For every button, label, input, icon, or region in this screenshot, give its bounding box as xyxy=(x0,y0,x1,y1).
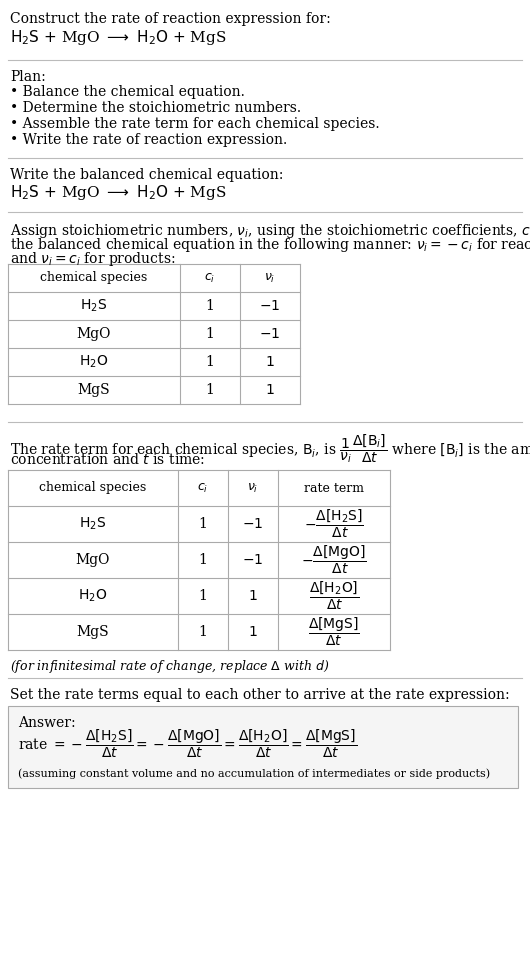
Text: 1: 1 xyxy=(199,553,207,567)
Text: $\dfrac{\Delta[\mathrm{H_2O}]}{\Delta t}$: $\dfrac{\Delta[\mathrm{H_2O}]}{\Delta t}… xyxy=(309,580,359,612)
Text: 1: 1 xyxy=(206,383,215,397)
Text: 1: 1 xyxy=(199,517,207,531)
Text: 1: 1 xyxy=(266,355,275,369)
Text: 1: 1 xyxy=(199,589,207,603)
Text: 1: 1 xyxy=(206,299,215,313)
Text: $\nu_i$: $\nu_i$ xyxy=(248,481,259,495)
Text: MgO: MgO xyxy=(76,553,110,567)
Text: $c_i$: $c_i$ xyxy=(197,481,209,495)
Text: • Determine the stoichiometric numbers.: • Determine the stoichiometric numbers. xyxy=(10,101,301,115)
Text: chemical species: chemical species xyxy=(39,481,147,495)
Text: the balanced chemical equation in the following manner: $\nu_i = -c_i$ for react: the balanced chemical equation in the fo… xyxy=(10,236,530,254)
Text: Write the balanced chemical equation:: Write the balanced chemical equation: xyxy=(10,168,284,182)
Text: $-1$: $-1$ xyxy=(259,299,280,313)
Text: • Write the rate of reaction expression.: • Write the rate of reaction expression. xyxy=(10,133,287,147)
Text: • Balance the chemical equation.: • Balance the chemical equation. xyxy=(10,85,245,99)
Text: (assuming constant volume and no accumulation of intermediates or side products): (assuming constant volume and no accumul… xyxy=(18,768,490,779)
Text: $\mathrm{H_2O}$: $\mathrm{H_2O}$ xyxy=(78,588,108,604)
Text: (for infinitesimal rate of change, replace $\Delta$ with $d$): (for infinitesimal rate of change, repla… xyxy=(10,658,329,675)
Text: MgS: MgS xyxy=(78,383,110,397)
Text: $\mathrm{H_2O}$: $\mathrm{H_2O}$ xyxy=(80,353,109,370)
Text: concentration and $t$ is time:: concentration and $t$ is time: xyxy=(10,452,205,467)
Text: Construct the rate of reaction expression for:: Construct the rate of reaction expressio… xyxy=(10,12,331,26)
Text: • Assemble the rate term for each chemical species.: • Assemble the rate term for each chemic… xyxy=(10,117,379,131)
Text: 1: 1 xyxy=(199,625,207,639)
Text: Plan:: Plan: xyxy=(10,70,46,84)
Text: $-1$: $-1$ xyxy=(242,553,263,567)
Text: $-\dfrac{\Delta[\mathrm{H_2S}]}{\Delta t}$: $-\dfrac{\Delta[\mathrm{H_2S}]}{\Delta t… xyxy=(304,508,364,540)
Text: The rate term for each chemical species, $\mathrm{B}_i$, is $\dfrac{1}{\nu_i}\df: The rate term for each chemical species,… xyxy=(10,432,530,465)
Text: $-1$: $-1$ xyxy=(259,327,280,341)
Text: $-\dfrac{\Delta[\mathrm{MgO}]}{\Delta t}$: $-\dfrac{\Delta[\mathrm{MgO}]}{\Delta t}… xyxy=(301,544,367,576)
Text: Answer:: Answer: xyxy=(18,716,76,730)
Text: 1: 1 xyxy=(249,625,258,639)
Text: Set the rate terms equal to each other to arrive at the rate expression:: Set the rate terms equal to each other t… xyxy=(10,688,510,702)
Text: and $\nu_i = c_i$ for products:: and $\nu_i = c_i$ for products: xyxy=(10,250,175,268)
Text: $\mathrm{H_2S}$ $+$ MgO $\longrightarrow$ $\mathrm{H_2O}$ $+$ MgS: $\mathrm{H_2S}$ $+$ MgO $\longrightarrow… xyxy=(10,28,226,47)
Text: Assign stoichiometric numbers, $\nu_i$, using the stoichiometric coefficients, $: Assign stoichiometric numbers, $\nu_i$, … xyxy=(10,222,530,240)
Text: $\nu_i$: $\nu_i$ xyxy=(264,271,276,285)
Text: 1: 1 xyxy=(206,355,215,369)
Text: rate $= -\dfrac{\Delta[\mathrm{H_2S}]}{\Delta t} = -\dfrac{\Delta[\mathrm{MgO}]}: rate $= -\dfrac{\Delta[\mathrm{H_2S}]}{\… xyxy=(18,728,357,760)
Text: $c_i$: $c_i$ xyxy=(205,271,216,285)
Text: $\mathrm{H_2S}$ $+$ MgO $\longrightarrow$ $\mathrm{H_2O}$ $+$ MgS: $\mathrm{H_2S}$ $+$ MgO $\longrightarrow… xyxy=(10,183,226,202)
Text: chemical species: chemical species xyxy=(40,271,148,284)
Text: $-1$: $-1$ xyxy=(242,517,263,531)
Text: 1: 1 xyxy=(249,589,258,603)
Bar xyxy=(8,706,518,788)
Text: rate term: rate term xyxy=(304,481,364,495)
Text: MgO: MgO xyxy=(77,327,111,341)
Text: $\mathrm{H_2S}$: $\mathrm{H_2S}$ xyxy=(81,298,108,314)
Text: 1: 1 xyxy=(206,327,215,341)
Text: $\dfrac{\Delta[\mathrm{MgS}]}{\Delta t}$: $\dfrac{\Delta[\mathrm{MgS}]}{\Delta t}$ xyxy=(308,616,360,648)
Text: $\mathrm{H_2S}$: $\mathrm{H_2S}$ xyxy=(80,515,107,532)
Text: 1: 1 xyxy=(266,383,275,397)
Text: MgS: MgS xyxy=(77,625,109,639)
